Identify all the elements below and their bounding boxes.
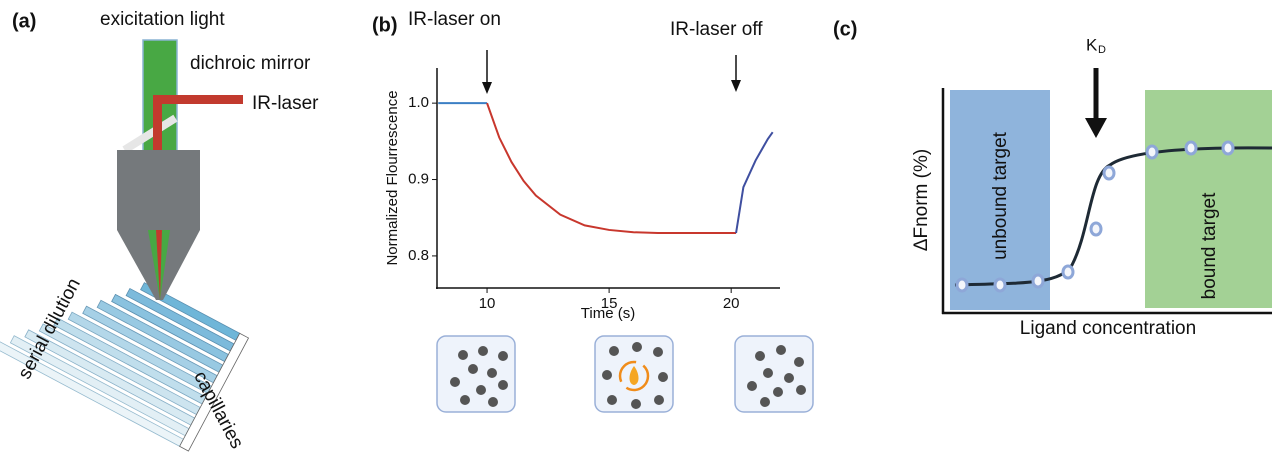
y-axis-label: ΔFnorm (%) [911,149,932,251]
label: dichroic mirror [190,53,311,74]
figure: (a) (b) (c) exicitation light dichroic m… [0,0,1272,455]
line-series [736,132,773,233]
y-tick-label: 1.0 [408,94,429,111]
x-axis-label: Ligand concentration [1020,318,1196,339]
region-label: unbound target [990,131,1011,260]
x-tick-label: 10 [479,295,496,312]
y-axis-label: Normalized Flourrescence [384,90,401,265]
y-tick-label: 0.8 [408,247,429,264]
annotation: IR-laser on [408,9,501,30]
x-tick-label: 20 [723,295,740,312]
panel-label: (c) [833,18,857,40]
panel-label: (b) [372,14,398,36]
kd-label: K [1086,35,1098,54]
label: exicitation light [100,9,225,30]
label: IR-laser [252,93,319,114]
region-label: bound target [1199,192,1220,299]
annotation: IR-laser off [670,19,763,40]
panel-label: (a) [12,10,36,32]
line-series [487,103,736,233]
y-tick-label: 0.9 [408,170,429,187]
x-tick-label: 15 [601,295,618,312]
sample-cartoons [437,336,813,412]
kd-subscript: D [1098,44,1106,56]
